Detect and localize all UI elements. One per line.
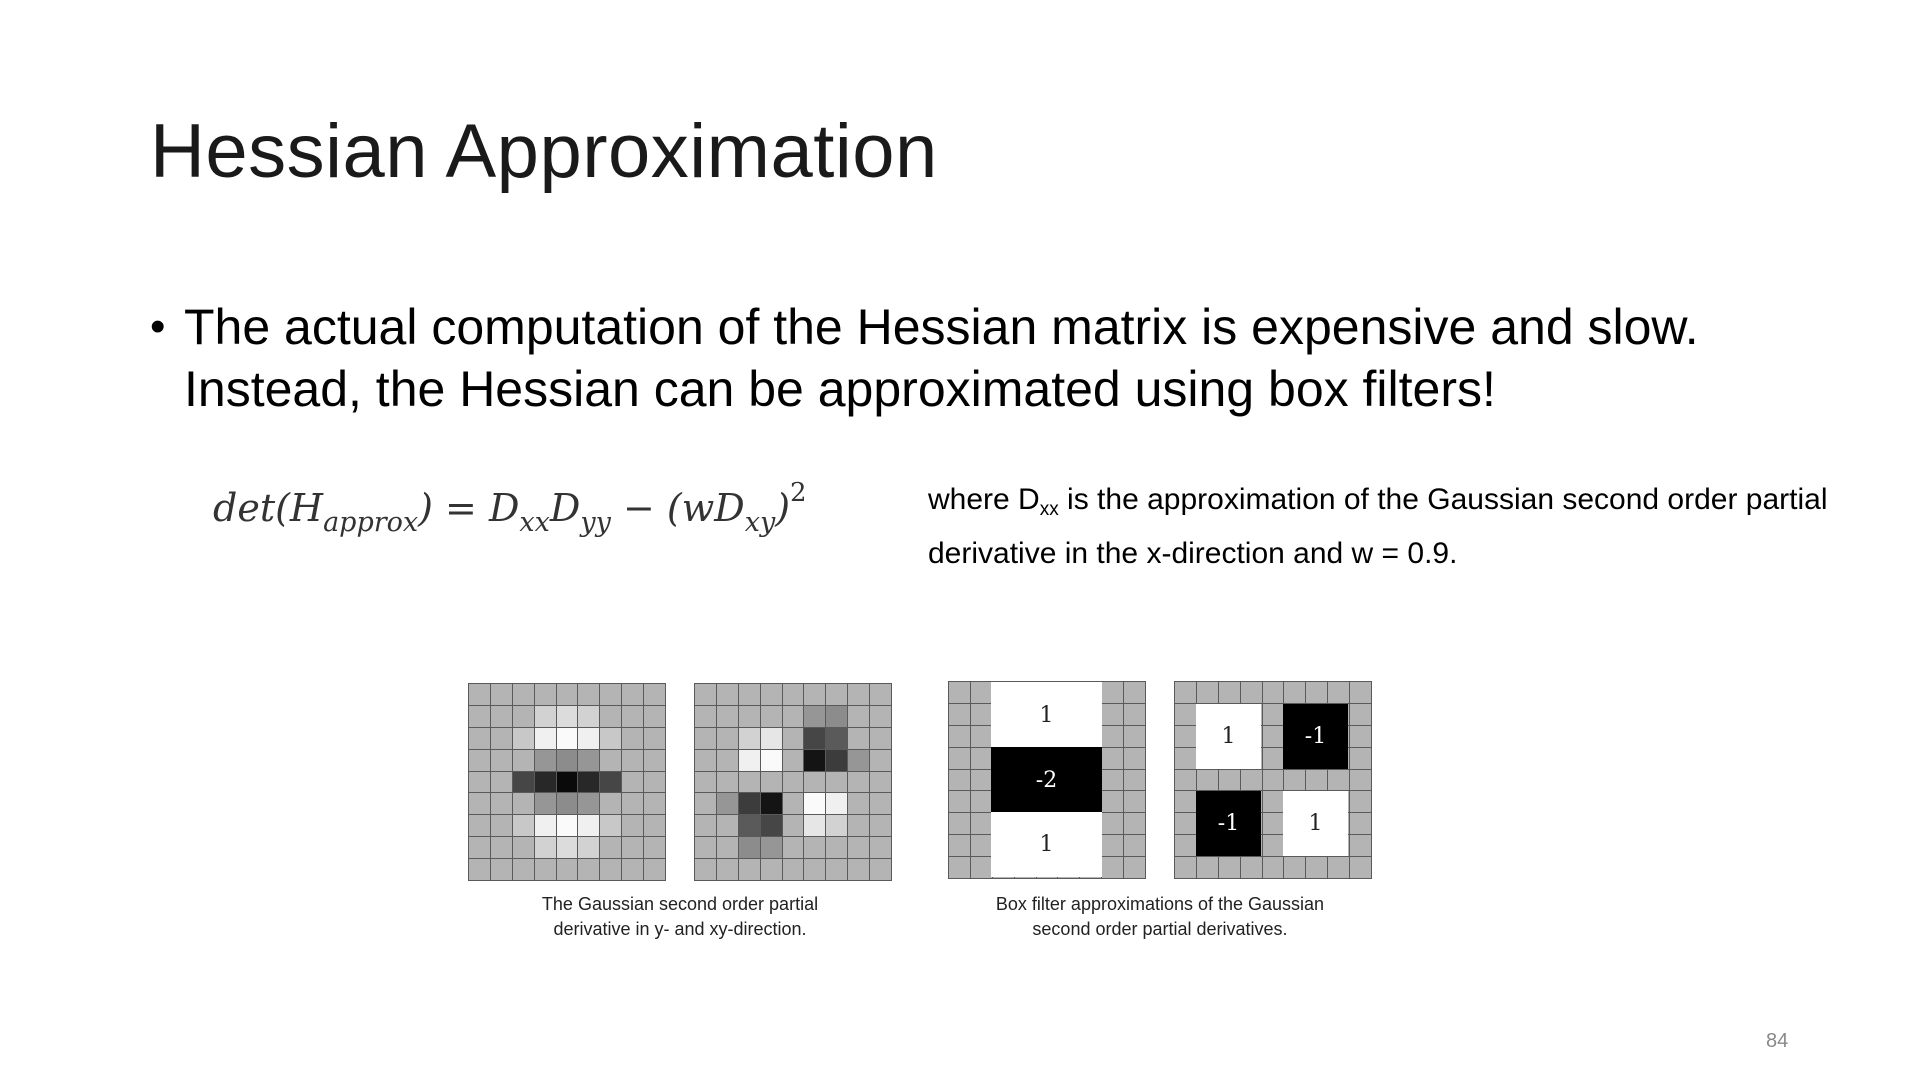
bullet-line-1: The actual computation of the Hessian ma…	[184, 299, 1699, 355]
note-subscript: xx	[1039, 499, 1059, 520]
slide-title: Hessian Approximation	[150, 109, 938, 194]
bullet-icon: •	[150, 302, 166, 351]
box-yy-middle-region: -2	[991, 747, 1102, 813]
caption-gaussian: The Gaussian second order partial deriva…	[480, 892, 880, 942]
formula-note: where Dxx is the approximation of the Ga…	[928, 478, 1858, 576]
caption-box-filter: Box filter approximations of the Gaussia…	[960, 892, 1360, 942]
hessian-formula: det(Happrox) = DxxDyy − (wDxy)2	[213, 478, 807, 538]
note-part-1: where D	[928, 483, 1040, 516]
bullet-line-2: Instead, the Hessian can be approximated…	[184, 361, 1496, 417]
box-xy-bottom-right-label: 1	[1308, 811, 1323, 836]
gaussian-yy-filter-image	[468, 683, 666, 881]
box-yy-top-label: 1	[1039, 703, 1054, 728]
box-yy-middle-label: -2	[1035, 767, 1058, 793]
box-xy-top-right-region: -1	[1283, 704, 1348, 769]
box-xy-bottom-right-region: 1	[1283, 791, 1348, 856]
caption-gaussian-line-2: derivative in y- and xy-direction.	[553, 919, 807, 939]
bullet-text: The actual computation of the Hessian ma…	[184, 296, 1699, 420]
gaussian-xy-filter-image	[694, 683, 892, 881]
box-xy-top-right-label: -1	[1304, 724, 1327, 749]
caption-gaussian-line-1: The Gaussian second order partial	[541, 894, 819, 914]
box-yy-top-region: 1	[991, 682, 1102, 749]
caption-box-filter-line-1: Box filter approximations of the Gaussia…	[995, 894, 1325, 914]
box-yy-bottom-region: 1	[991, 812, 1102, 877]
box-xy-bottom-left-region: -1	[1196, 791, 1261, 856]
note-part-2: is the approximation of the Gaussian sec…	[928, 483, 1828, 570]
box-yy-bottom-label: 1	[1039, 832, 1054, 857]
page-number: 84	[1766, 1030, 1789, 1052]
caption-box-filter-line-2: second order partial derivatives.	[1032, 919, 1288, 939]
box-xy-top-left-region: 1	[1196, 704, 1261, 769]
bullet-point: • The actual computation of the Hessian …	[150, 296, 1800, 420]
box-xy-top-left-label: 1	[1221, 724, 1236, 749]
box-xy-bottom-left-label: -1	[1217, 811, 1240, 836]
